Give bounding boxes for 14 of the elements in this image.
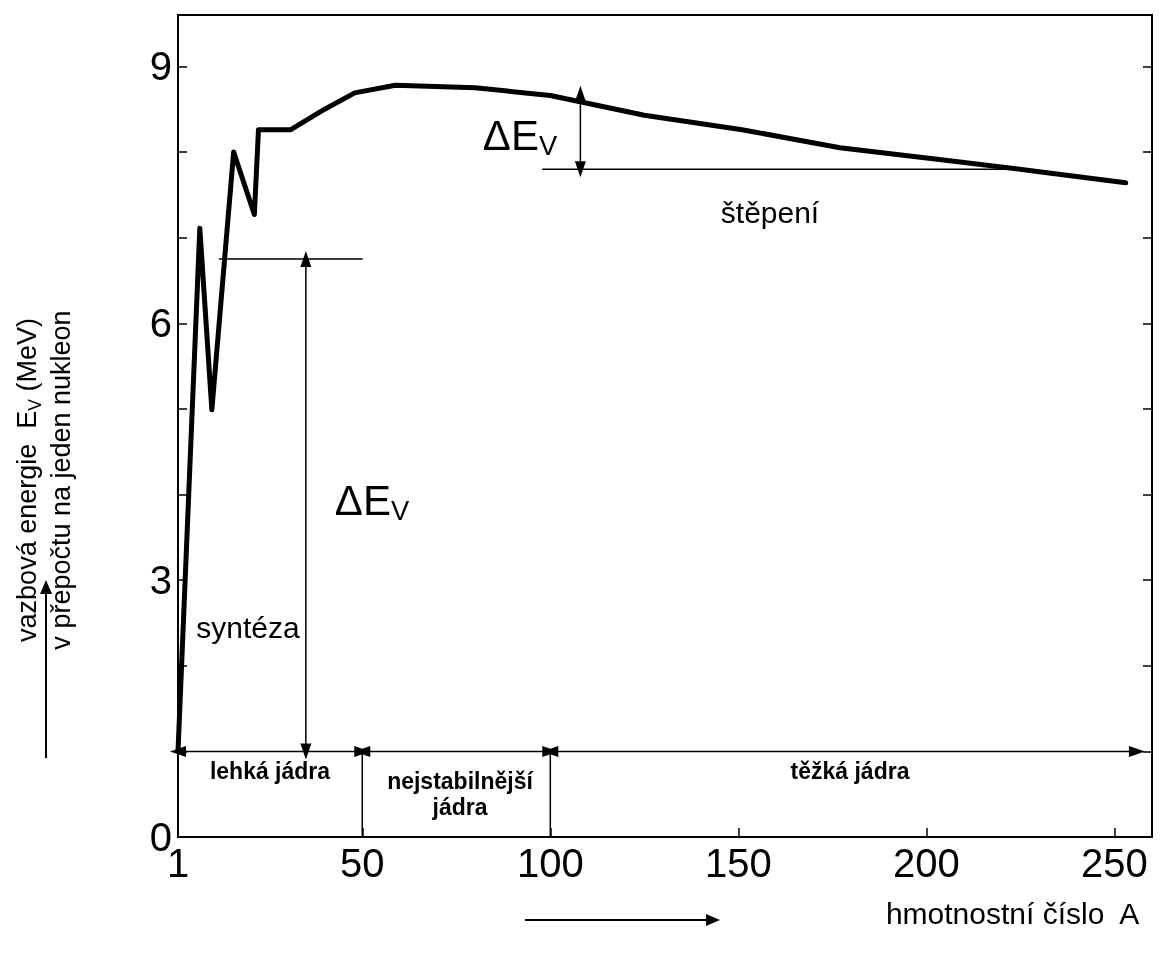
x-tick-label: 150 — [704, 841, 772, 885]
annotation: nejstabilnější jádra — [387, 767, 535, 821]
x-tick-label: 100 — [516, 841, 584, 885]
x-axis-title: hmotnostní číslo A — [885, 896, 1140, 930]
annotation: štěpení — [720, 195, 820, 229]
annotation: lehká jádra — [209, 758, 331, 784]
y-tick-label: 9 — [149, 44, 172, 89]
x-tick-label: 200 — [892, 841, 960, 885]
annotation: těžká jádra — [790, 758, 910, 784]
y-tick-label: 3 — [149, 558, 172, 603]
x-tick-label: 250 — [1081, 841, 1148, 885]
x-tick-label: 50 — [340, 841, 385, 885]
annotation: syntéza — [196, 610, 301, 644]
y-tick-label: 6 — [149, 301, 172, 346]
